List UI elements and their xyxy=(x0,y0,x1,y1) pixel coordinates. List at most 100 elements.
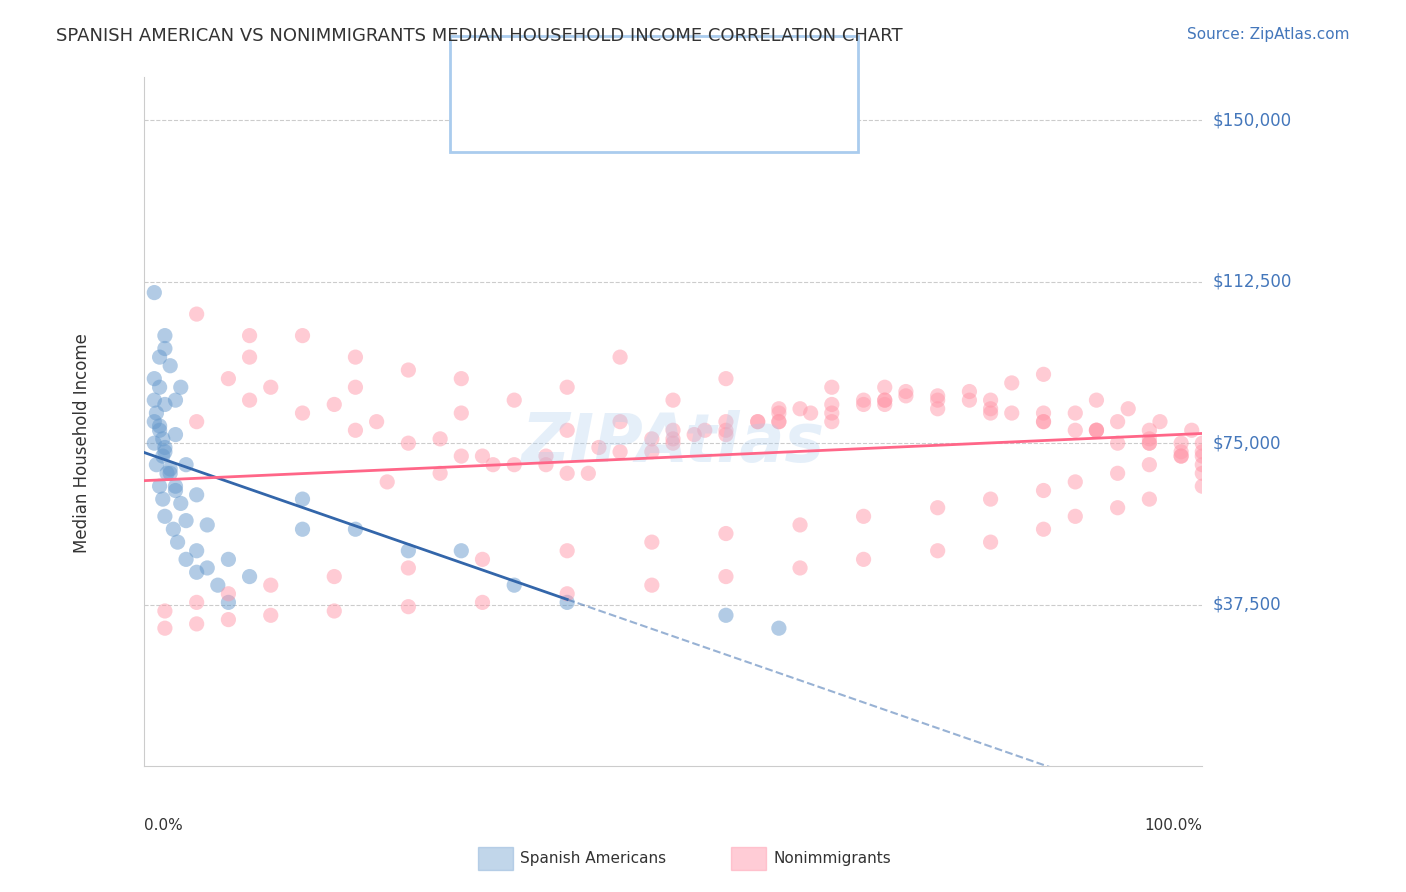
Point xyxy=(143,393,166,408)
Point xyxy=(1107,415,1129,429)
Point xyxy=(1191,449,1213,463)
Point xyxy=(555,423,578,437)
Point xyxy=(641,535,664,549)
Point xyxy=(186,415,208,429)
Point xyxy=(239,350,262,364)
Point xyxy=(396,543,419,558)
Point xyxy=(714,415,737,429)
Point xyxy=(980,393,1002,408)
Point xyxy=(576,467,599,481)
Point xyxy=(195,517,218,532)
Point xyxy=(768,621,790,635)
Text: 100.0%: 100.0% xyxy=(1144,818,1202,832)
Point xyxy=(1032,415,1054,429)
Point xyxy=(1064,406,1087,420)
Point xyxy=(1064,475,1087,489)
Point xyxy=(162,522,184,536)
Point xyxy=(186,488,208,502)
Point xyxy=(609,350,631,364)
Point xyxy=(1137,436,1160,450)
Point xyxy=(170,380,193,394)
Point xyxy=(789,561,811,575)
Point xyxy=(1032,483,1054,498)
Point xyxy=(1116,401,1139,416)
Point xyxy=(1170,436,1192,450)
Point xyxy=(1107,467,1129,481)
Point xyxy=(714,427,737,442)
Point xyxy=(789,517,811,532)
Text: Source: ZipAtlas.com: Source: ZipAtlas.com xyxy=(1187,27,1350,42)
Point xyxy=(291,492,314,507)
Point xyxy=(471,552,494,566)
Point xyxy=(768,415,790,429)
Point xyxy=(153,604,176,618)
Point xyxy=(1170,449,1192,463)
Point xyxy=(714,423,737,437)
Point xyxy=(156,467,179,481)
Point xyxy=(152,492,174,507)
Point xyxy=(323,569,346,583)
Point xyxy=(980,401,1002,416)
Point xyxy=(165,393,187,408)
Point xyxy=(186,566,208,580)
Point xyxy=(149,419,172,434)
Point xyxy=(641,578,664,592)
Point xyxy=(323,397,346,411)
Text: Median Household Income: Median Household Income xyxy=(73,334,91,553)
Text: $150,000: $150,000 xyxy=(1213,112,1292,129)
Point xyxy=(344,423,367,437)
Point xyxy=(1107,500,1129,515)
Point xyxy=(174,514,197,528)
Point xyxy=(747,415,769,429)
Point xyxy=(1191,436,1213,450)
Point xyxy=(429,467,451,481)
Point xyxy=(927,500,949,515)
Point xyxy=(149,380,172,394)
Point xyxy=(980,492,1002,507)
Point xyxy=(1191,479,1213,493)
Bar xyxy=(485,97,520,128)
Point xyxy=(239,569,262,583)
Point xyxy=(821,415,844,429)
Point xyxy=(260,578,283,592)
Point xyxy=(503,578,526,592)
Point xyxy=(450,543,472,558)
Point xyxy=(186,543,208,558)
Point xyxy=(239,393,262,408)
Point xyxy=(145,406,167,420)
Point xyxy=(366,415,388,429)
Point xyxy=(143,371,166,385)
Point xyxy=(159,467,181,481)
Point xyxy=(1191,444,1213,458)
Point xyxy=(1170,449,1192,463)
Point xyxy=(957,393,980,408)
Point xyxy=(170,496,193,510)
Point xyxy=(260,608,283,623)
Point xyxy=(396,436,419,450)
Text: R =  0.358   N = 146: R = 0.358 N = 146 xyxy=(527,103,727,122)
Point xyxy=(789,401,811,416)
Point xyxy=(396,363,419,377)
Point xyxy=(873,393,896,408)
Point xyxy=(1001,406,1024,420)
Point xyxy=(927,543,949,558)
Point xyxy=(344,380,367,394)
Point xyxy=(927,401,949,416)
Point xyxy=(471,449,494,463)
Text: $75,000: $75,000 xyxy=(1213,434,1281,452)
Point xyxy=(800,406,823,420)
Bar xyxy=(485,47,520,79)
Point xyxy=(217,613,239,627)
Point xyxy=(555,380,578,394)
Point xyxy=(153,342,176,356)
Point xyxy=(714,371,737,385)
Point xyxy=(957,384,980,399)
Point xyxy=(149,479,172,493)
Text: 0.0%: 0.0% xyxy=(143,818,183,832)
Point xyxy=(534,458,557,472)
Point xyxy=(149,350,172,364)
Point xyxy=(555,587,578,601)
Point xyxy=(555,595,578,609)
Point xyxy=(894,384,917,399)
Point xyxy=(166,535,188,549)
